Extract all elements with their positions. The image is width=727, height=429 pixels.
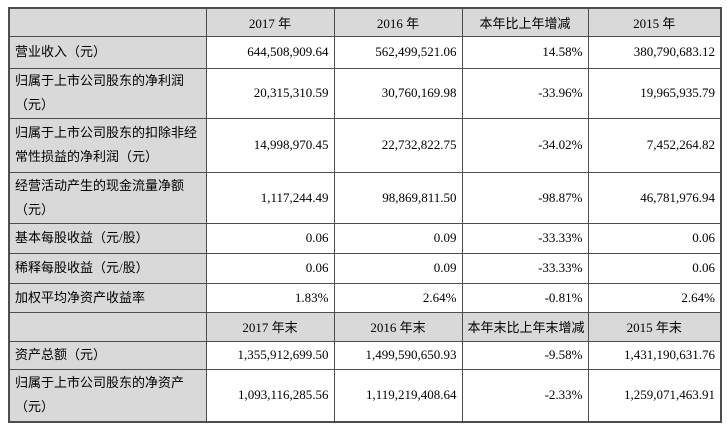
row-label: 资产总额（元） xyxy=(8,340,207,370)
cell-change: -98.87% xyxy=(461,171,589,224)
cell-2016: 0.09 xyxy=(333,252,463,284)
row-label: 基本每股收益（元/股） xyxy=(8,222,207,254)
cell-2016-end: 1,499,590,650.93 xyxy=(333,340,463,370)
cell-2015-end: 1,259,071,463.91 xyxy=(587,368,722,423)
table-row-diluted-eps: 稀释每股收益（元/股） 0.06 0.09 -33.33% 0.06 xyxy=(8,252,722,284)
cell-2015: 2.64% xyxy=(587,282,722,313)
table-row-weighted-avg-roe: 加权平均净资产收益率 1.83% 2.64% -0.81% 2.64% xyxy=(8,282,722,313)
financial-summary-table: 2017 年 2016 年 本年比上年增减 2015 年 营业收入（元） 644… xyxy=(8,7,722,423)
period-header-row: 2017 年 2016 年 本年比上年增减 2015 年 xyxy=(8,7,722,37)
cell-2015: 19,965,935.79 xyxy=(587,67,722,119)
header-2017: 2017 年 xyxy=(205,7,335,37)
table-row-operating-revenue: 营业收入（元） 644,508,909.64 562,499,521.06 14… xyxy=(8,35,722,69)
table-row-operating-cash-flow: 经营活动产生的现金流量净额（元） 1,117,244.49 98,869,811… xyxy=(8,171,722,224)
cell-2017-end: 1,355,912,699.50 xyxy=(205,340,335,370)
cell-change: -0.81% xyxy=(461,282,589,313)
cell-2016: 2.64% xyxy=(333,282,463,313)
cell-change: -9.58% xyxy=(461,340,589,370)
header-blank-cell xyxy=(8,7,207,37)
cell-2015: 380,790,683.12 xyxy=(587,35,722,69)
cell-change: -34.02% xyxy=(461,117,589,173)
header-2016: 2016 年 xyxy=(333,7,463,37)
cell-2015: 0.06 xyxy=(587,252,722,284)
cell-2017: 1.83% xyxy=(205,282,335,313)
point-header-row: 2017 年末 2016 年末 本年末比上年末增减 2015 年末 xyxy=(8,311,722,342)
cell-2016: 30,760,169.98 xyxy=(333,67,463,119)
row-label: 归属于上市公司股东的净利润（元） xyxy=(8,67,207,119)
row-label: 稀释每股收益（元/股） xyxy=(8,252,207,284)
cell-2015-end: 1,431,190,631.76 xyxy=(587,340,722,370)
cell-2016-end: 1,119,219,408.64 xyxy=(333,368,463,423)
header-2017-end: 2017 年末 xyxy=(205,311,335,342)
cell-2017: 644,508,909.64 xyxy=(205,35,335,69)
table-row-net-profit: 归属于上市公司股东的净利润（元） 20,315,310.59 30,760,16… xyxy=(8,67,722,119)
header-yoy-change: 本年比上年增减 xyxy=(461,7,589,37)
header-2016-end: 2016 年末 xyxy=(333,311,463,342)
header-yoy-end-change: 本年末比上年末增减 xyxy=(461,311,589,342)
cell-2017: 14,998,970.45 xyxy=(205,117,335,173)
cell-change: -2.33% xyxy=(461,368,589,423)
cell-change: -33.96% xyxy=(461,67,589,119)
cell-2015: 46,781,976.94 xyxy=(587,171,722,224)
table-row-basic-eps: 基本每股收益（元/股） 0.06 0.09 -33.33% 0.06 xyxy=(8,222,722,254)
cell-2017: 20,315,310.59 xyxy=(205,67,335,119)
table-row-net-assets: 归属于上市公司股东的净资产（元） 1,093,116,285.56 1,119,… xyxy=(8,368,722,423)
row-label: 归属于上市公司股东的净资产（元） xyxy=(8,368,207,423)
header-blank-cell xyxy=(8,311,207,342)
header-2015: 2015 年 xyxy=(587,7,722,37)
cell-change: 14.58% xyxy=(461,35,589,69)
header-2015-end: 2015 年末 xyxy=(587,311,722,342)
cell-2016: 22,732,822.75 xyxy=(333,117,463,173)
table-row-total-assets: 资产总额（元） 1,355,912,699.50 1,499,590,650.9… xyxy=(8,340,722,370)
row-label: 营业收入（元） xyxy=(8,35,207,69)
table-row-net-profit-excl-nonrecurring: 归属于上市公司股东的扣除非经常性损益的净利润（元） 14,998,970.45 … xyxy=(8,117,722,173)
cell-2016: 98,869,811.50 xyxy=(333,171,463,224)
row-label: 归属于上市公司股东的扣除非经常性损益的净利润（元） xyxy=(8,117,207,173)
cell-2017: 0.06 xyxy=(205,252,335,284)
row-label: 经营活动产生的现金流量净额（元） xyxy=(8,171,207,224)
cell-2017: 1,117,244.49 xyxy=(205,171,335,224)
cell-change: -33.33% xyxy=(461,252,589,284)
cell-2017: 0.06 xyxy=(205,222,335,254)
cell-2016: 562,499,521.06 xyxy=(333,35,463,69)
cell-2016: 0.09 xyxy=(333,222,463,254)
cell-change: -33.33% xyxy=(461,222,589,254)
cell-2017-end: 1,093,116,285.56 xyxy=(205,368,335,423)
row-label: 加权平均净资产收益率 xyxy=(8,282,207,313)
cell-2015: 0.06 xyxy=(587,222,722,254)
cell-2015: 7,452,264.82 xyxy=(587,117,722,173)
